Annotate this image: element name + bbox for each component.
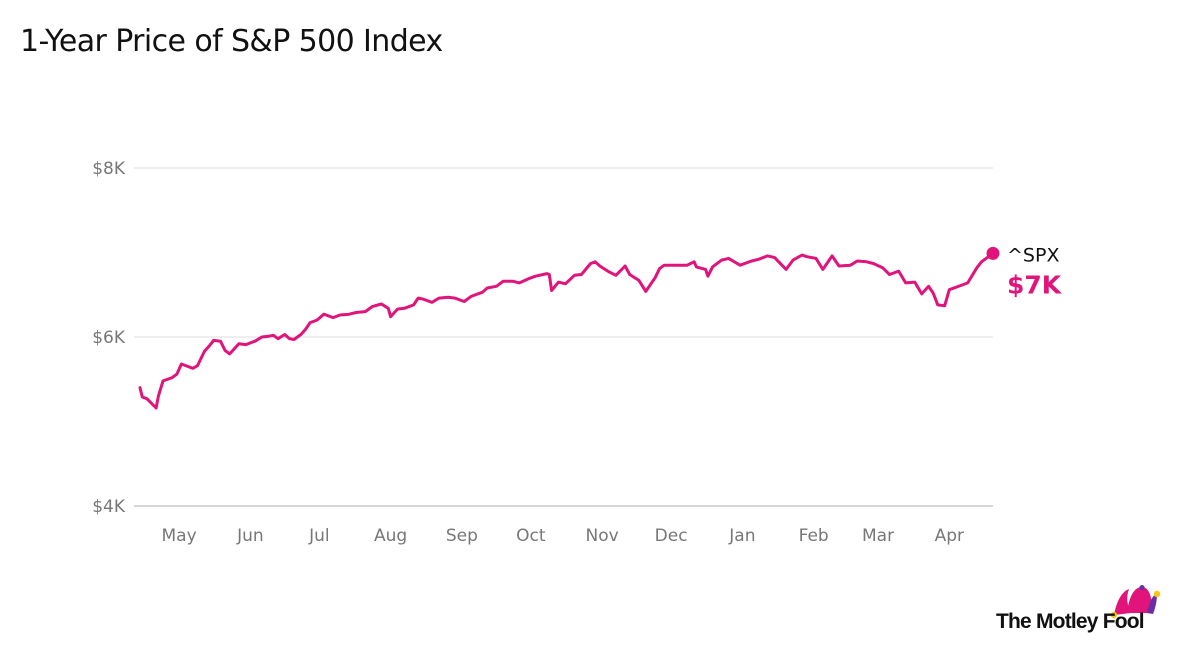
y-tick-label: $6K [92, 328, 126, 348]
x-tick-label: Apr [935, 526, 964, 546]
x-axis-tick-labels: May Jun Jul Aug Sep Oct Nov Dec Jan Feb Mar Apr [162, 526, 965, 546]
chart-title: 1-Year Price of S&P 500 Index [20, 24, 443, 59]
x-tick-label: Jun [236, 526, 264, 546]
series-name-label: ^SPX [1007, 244, 1059, 266]
x-tick-label: Mar [862, 526, 894, 546]
x-tick-label: Jan [728, 526, 755, 546]
x-tick-label: May [162, 526, 197, 546]
series-value-label: $7K [1007, 270, 1063, 299]
x-tick-label: Oct [516, 526, 546, 546]
x-tick-label: Dec [655, 526, 688, 546]
brand-name: The Motley Fool [996, 610, 1145, 633]
y-axis-tick-labels: $4K $6K $8K [92, 159, 126, 517]
x-tick-label: Feb [799, 526, 829, 546]
series-end-marker [986, 246, 1000, 260]
x-tick-label: Aug [374, 526, 407, 546]
y-tick-label: $4K [92, 497, 126, 517]
x-tick-label: Jul [308, 526, 330, 546]
x-tick-label: Nov [586, 526, 619, 546]
x-tick-label: Sep [446, 526, 478, 546]
y-tick-label: $8K [92, 159, 126, 179]
series-layer: ^SPX $7K [138, 244, 1063, 410]
jester-hat-icon [1111, 585, 1161, 619]
motley-fool-logo: The Motley Fool [996, 585, 1171, 635]
series-line [138, 251, 995, 410]
